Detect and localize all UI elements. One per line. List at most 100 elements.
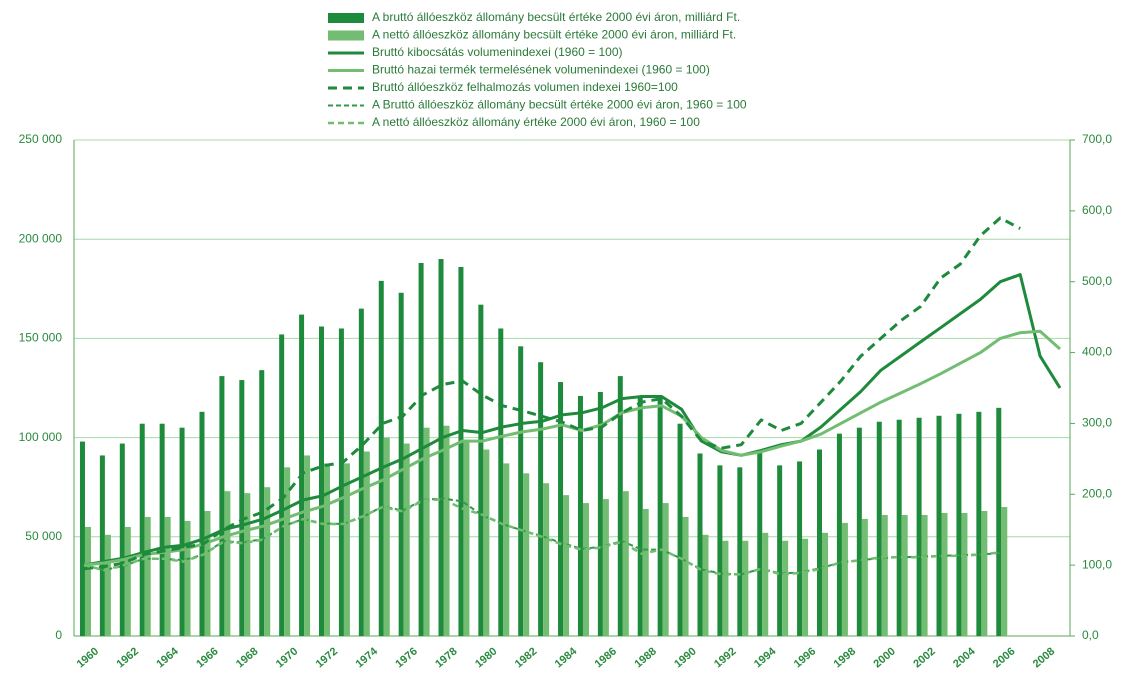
bar [602,499,609,636]
x-tick-label: 2004 [951,645,978,670]
bar [338,328,344,636]
y2-tick-label: 600,0 [1082,203,1112,217]
bar [324,463,330,636]
bar [722,540,729,636]
bar [304,455,311,636]
y-tick-label: 50 000 [25,529,62,543]
bar [144,516,151,636]
bar [662,503,669,636]
y-tick-label: 150 000 [19,331,63,345]
bar [896,419,902,636]
y-tick-label: 250 000 [19,132,63,146]
x-tick-label: 1964 [154,645,181,670]
line-series [83,216,1021,571]
bar [244,493,251,636]
y-tick-label: 0 [55,628,62,642]
bar [259,370,265,636]
bar [961,512,968,636]
bar [916,417,922,636]
bar [358,308,364,636]
x-tick-label: 1966 [194,645,220,670]
bar [124,526,131,636]
x-tick-label: 1982 [513,645,539,670]
x-tick-label: 2008 [1031,645,1057,670]
bar [224,491,231,636]
bar [363,451,370,636]
x-tick-label: 1990 [672,645,698,670]
bar [478,304,484,636]
x-tick-label: 2006 [991,645,1017,670]
bar [204,511,211,636]
bar [403,443,410,636]
y-tick-label: 200 000 [19,231,63,245]
x-tick-label: 1988 [632,645,658,670]
bar [199,411,205,636]
bar [563,495,570,636]
bar [737,467,743,636]
bar [876,421,882,636]
bar [518,346,524,636]
x-tick-label: 2002 [911,645,937,670]
bar [802,538,809,636]
bar [119,443,125,636]
legend-label: Bruttó kibocsátás volumenindexei (1960 =… [372,45,622,59]
bar [881,514,888,636]
bar [762,532,769,636]
bar [936,415,942,636]
bar [503,463,510,636]
bar [921,514,928,636]
bar [159,423,165,636]
bar [398,292,404,636]
bar [79,441,85,636]
bar [543,483,550,636]
bar [84,526,91,636]
bar [677,423,683,636]
y-tick-label: 100 000 [19,430,63,444]
bar [682,516,689,636]
x-tick-label: 1960 [75,645,101,670]
x-tick-label: 1978 [433,645,459,670]
line-series [83,273,1062,567]
bar [702,534,709,636]
bar [657,397,663,636]
y2-tick-label: 700,0 [1082,132,1112,146]
y2-tick-label: 500,0 [1082,274,1112,288]
legend-label: Bruttó állóeszköz felhalmozás volumen in… [372,80,678,94]
bar [483,449,490,636]
bar [642,509,649,636]
x-tick-label: 1976 [393,645,419,670]
bar [164,516,171,636]
x-tick-label: 1974 [354,645,381,670]
y2-tick-label: 0,0 [1082,628,1099,642]
bar [264,487,271,636]
bar [996,407,1002,636]
line-series [83,497,1001,576]
bar [343,463,350,636]
y2-tick-label: 200,0 [1082,486,1112,500]
bar [856,427,862,636]
bar [498,328,504,636]
bar [901,514,908,636]
bar [817,449,822,636]
legend-swatch [328,30,364,41]
x-tick-label: 1972 [314,645,340,670]
y2-tick-label: 100,0 [1082,557,1112,571]
bar [956,413,962,636]
bar [757,451,763,636]
bar [558,382,564,636]
bar [319,326,324,636]
x-tick-label: 1998 [832,645,858,670]
bar [637,397,643,636]
legend-label: Bruttó hazai termék termelésének volumen… [372,63,710,77]
bar [423,427,430,636]
bar [104,534,111,636]
bar [617,376,623,636]
bar [378,280,384,636]
bar [139,423,145,636]
bar [841,522,848,636]
bar [822,532,828,636]
x-tick-label: 2000 [871,645,897,670]
bar [383,437,390,636]
y2-tick-label: 400,0 [1082,345,1112,359]
